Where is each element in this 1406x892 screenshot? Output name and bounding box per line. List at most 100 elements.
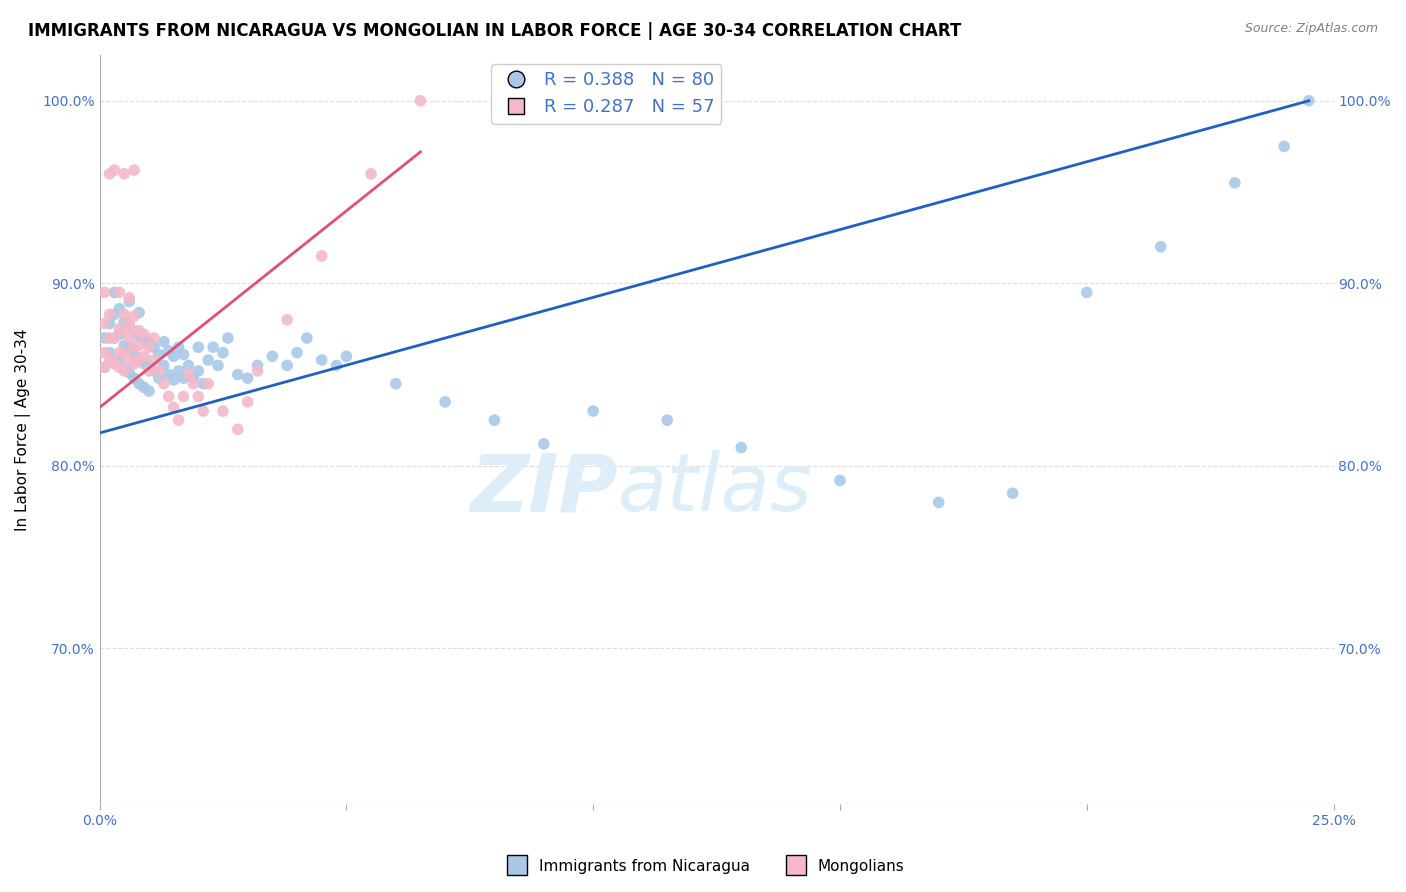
Point xyxy=(226,422,249,436)
Point xyxy=(148,364,170,378)
Point xyxy=(311,249,333,263)
Point xyxy=(142,331,165,345)
Point xyxy=(122,340,145,354)
Point xyxy=(112,307,135,321)
Point xyxy=(217,331,239,345)
Point xyxy=(112,324,135,338)
Point xyxy=(173,347,195,361)
Point xyxy=(360,167,382,181)
Point xyxy=(202,340,225,354)
Point xyxy=(98,331,121,345)
Point xyxy=(132,349,155,363)
Point xyxy=(167,413,190,427)
Point xyxy=(112,338,135,352)
Point xyxy=(928,495,950,509)
Point xyxy=(132,327,155,342)
Point xyxy=(93,317,115,331)
Point xyxy=(118,366,141,380)
Legend: Immigrants from Nicaragua, Mongolians: Immigrants from Nicaragua, Mongolians xyxy=(496,853,910,880)
Point xyxy=(118,353,141,368)
Point xyxy=(236,371,259,385)
Point xyxy=(173,389,195,403)
Point xyxy=(132,333,155,347)
Point xyxy=(98,167,121,181)
Point xyxy=(93,345,115,359)
Point xyxy=(93,360,115,375)
Point xyxy=(246,364,269,378)
Point xyxy=(167,340,190,354)
Point xyxy=(484,413,506,427)
Point xyxy=(246,359,269,373)
Point xyxy=(122,347,145,361)
Point xyxy=(122,324,145,338)
Point xyxy=(1272,139,1295,153)
Point xyxy=(103,163,125,178)
Point xyxy=(183,376,205,391)
Point xyxy=(138,340,160,354)
Point xyxy=(276,359,298,373)
Point xyxy=(1150,240,1173,254)
Point xyxy=(112,345,135,359)
Point xyxy=(409,94,432,108)
Point xyxy=(1076,285,1098,300)
Point xyxy=(434,395,457,409)
Point xyxy=(142,364,165,378)
Point xyxy=(177,368,200,382)
Point xyxy=(183,371,205,385)
Text: atlas: atlas xyxy=(617,450,813,528)
Point xyxy=(103,331,125,345)
Point xyxy=(128,329,150,343)
Point xyxy=(187,389,209,403)
Point xyxy=(122,163,145,178)
Point xyxy=(1223,176,1246,190)
Point xyxy=(112,315,135,329)
Point xyxy=(122,324,145,338)
Point xyxy=(93,331,115,345)
Point xyxy=(236,395,259,409)
Point xyxy=(98,345,121,359)
Point xyxy=(142,340,165,354)
Point xyxy=(193,404,215,418)
Point xyxy=(197,353,219,368)
Point xyxy=(152,376,174,391)
Point xyxy=(93,360,115,375)
Point xyxy=(118,318,141,333)
Point xyxy=(1001,486,1024,500)
Point xyxy=(122,371,145,385)
Point xyxy=(212,404,235,418)
Point xyxy=(112,362,135,376)
Point xyxy=(138,384,160,398)
Point xyxy=(118,294,141,309)
Point xyxy=(157,389,180,403)
Point xyxy=(132,380,155,394)
Point xyxy=(173,371,195,385)
Point xyxy=(122,357,145,371)
Point xyxy=(162,373,184,387)
Point xyxy=(162,401,184,415)
Point xyxy=(112,167,135,181)
Text: IMMIGRANTS FROM NICARAGUA VS MONGOLIAN IN LABOR FORCE | AGE 30-34 CORRELATION CH: IMMIGRANTS FROM NICARAGUA VS MONGOLIAN I… xyxy=(28,22,962,40)
Point xyxy=(108,285,131,300)
Point xyxy=(212,345,235,359)
Point xyxy=(128,324,150,338)
Point xyxy=(148,347,170,361)
Point xyxy=(311,353,333,368)
Point xyxy=(187,340,209,354)
Point xyxy=(108,360,131,375)
Point xyxy=(128,353,150,368)
Point xyxy=(226,368,249,382)
Point xyxy=(582,404,605,418)
Point xyxy=(730,441,752,455)
Point xyxy=(108,322,131,336)
Point xyxy=(152,334,174,349)
Point xyxy=(262,349,284,363)
Point xyxy=(103,357,125,371)
Point xyxy=(112,364,135,378)
Point xyxy=(138,334,160,349)
Point xyxy=(384,376,406,391)
Point xyxy=(128,338,150,352)
Point xyxy=(285,345,308,359)
Point xyxy=(128,305,150,319)
Point xyxy=(128,376,150,391)
Point xyxy=(138,364,160,378)
